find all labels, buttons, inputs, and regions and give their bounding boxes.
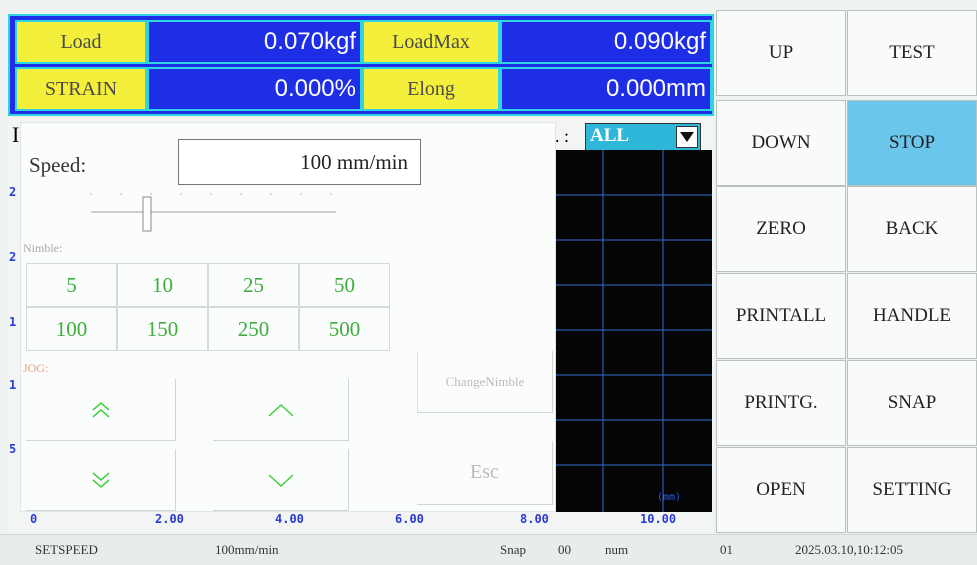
x-tick-label: 2.00: [155, 512, 184, 526]
y-tick-label: 5: [9, 442, 17, 456]
jog-fast-up[interactable]: [26, 379, 176, 441]
axis-unit: (mm): [657, 492, 682, 503]
chart-header: I: [12, 122, 20, 147]
status-item: SETSPEED: [35, 542, 98, 557]
jog-fast-down[interactable]: [26, 449, 176, 511]
jog-label: JOG:: [23, 361, 49, 375]
nimble-button[interactable]: 10: [117, 263, 208, 307]
change-nimble-button[interactable]: ChangeNimble: [417, 351, 553, 413]
dropdown-arrow: [676, 126, 698, 148]
readout-value: 0.070kgf: [147, 20, 362, 64]
jog-down[interactable]: [213, 449, 349, 511]
status-item: 00: [558, 542, 571, 557]
status-item: 2025.03.10,10:12:05: [795, 542, 903, 557]
filter-dropdown[interactable]: ALL: [585, 123, 701, 151]
x-tick-label: 8.00: [520, 512, 549, 526]
control-button[interactable]: BACK: [847, 186, 977, 272]
control-button[interactable]: HANDLE: [847, 273, 977, 359]
status-item: 100mm/min: [215, 542, 279, 557]
filter-prefix: . :: [555, 126, 570, 146]
y-tick-label: 1: [9, 315, 17, 329]
readout-label: Load: [15, 20, 147, 64]
nimble-button[interactable]: 25: [208, 263, 299, 307]
control-button[interactable]: OPEN: [716, 447, 846, 533]
icon: [92, 401, 109, 418]
control-button[interactable]: UP: [716, 10, 846, 96]
x-tick-label: 4.00: [275, 512, 304, 526]
filter-value: ALL: [590, 125, 630, 146]
nimble-button[interactable]: 5: [26, 263, 117, 307]
control-button[interactable]: PRINTG.: [716, 360, 846, 446]
arrow-icon: [680, 132, 694, 142]
status-item: Snap: [500, 542, 526, 557]
control-button[interactable]: TEST: [847, 10, 977, 96]
control-button[interactable]: DOWN: [716, 100, 846, 186]
status-bar: [0, 534, 977, 565]
esc-button[interactable]: Esc: [417, 441, 553, 505]
nimble-button[interactable]: 150: [117, 307, 208, 351]
control-button[interactable]: SNAP: [847, 360, 977, 446]
jog-up[interactable]: [213, 379, 349, 441]
readout-value: 0.090kgf: [500, 20, 712, 64]
control-button[interactable]: SETTING: [847, 447, 977, 533]
nimble-button[interactable]: 500: [299, 307, 390, 351]
readout-label: LoadMax: [362, 20, 500, 64]
nimble-label: Nimble:: [23, 241, 63, 255]
readout-label: STRAIN: [15, 67, 147, 111]
status-item: 01: [720, 542, 733, 557]
readout-value: 0.000%: [147, 67, 362, 111]
speed-dialog: Speed: 100 mm/min Nimble: JOG: ChangeNim…: [20, 122, 556, 512]
status-item: num: [605, 542, 629, 557]
control-button[interactable]: ZERO: [716, 186, 846, 272]
control-button[interactable]: STOP: [847, 100, 977, 186]
speed-slider[interactable]: [81, 185, 341, 235]
control-button[interactable]: PRINTALL: [716, 273, 846, 359]
nimble-button[interactable]: 50: [299, 263, 390, 307]
speed-input[interactable]: 100 mm/min: [178, 139, 421, 185]
readout-value: 0.000mm: [500, 67, 712, 111]
x-tick-label: 10.00: [640, 512, 677, 526]
icon: [267, 403, 294, 417]
icon: [267, 473, 294, 487]
x-tick-label: 0: [30, 512, 38, 526]
y-tick-label: 1: [9, 378, 17, 392]
y-tick-label: 2: [9, 250, 17, 264]
y-tick-label: 2: [9, 185, 17, 199]
speed-label: Speed:: [29, 153, 87, 177]
chart-plot: [555, 150, 712, 512]
nimble-button[interactable]: 250: [208, 307, 299, 351]
icon: [92, 471, 109, 488]
nimble-button[interactable]: 100: [26, 307, 117, 351]
x-tick-label: 6.00: [395, 512, 424, 526]
readout-label: Elong: [362, 67, 500, 111]
